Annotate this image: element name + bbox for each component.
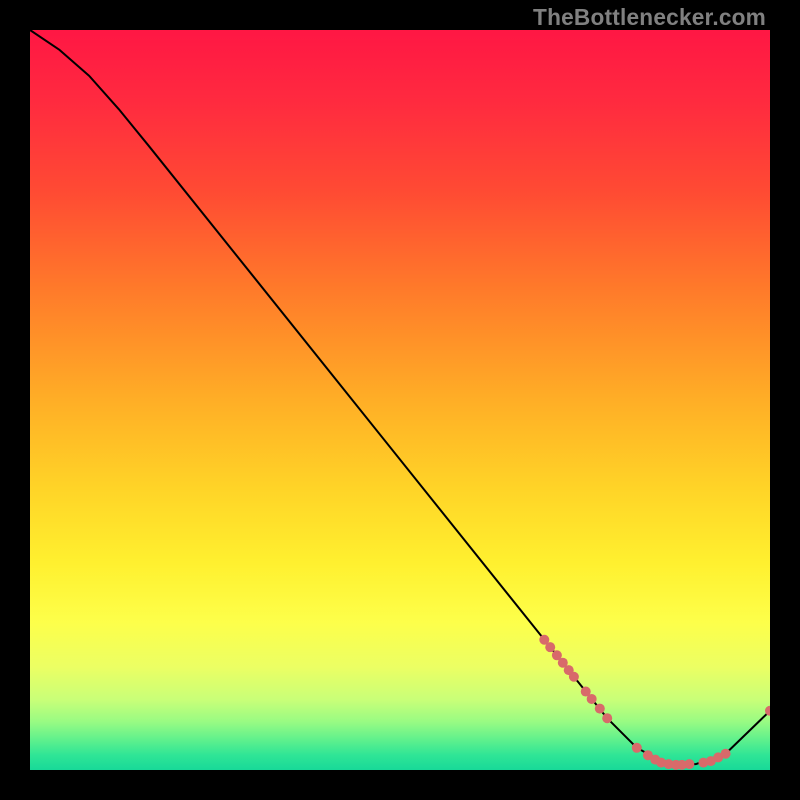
data-marker xyxy=(545,642,555,652)
watermark-text: TheBottlenecker.com xyxy=(533,4,766,31)
data-marker xyxy=(632,743,642,753)
chart-frame xyxy=(30,30,770,770)
data-marker xyxy=(602,713,612,723)
data-marker xyxy=(684,759,694,769)
data-marker xyxy=(721,749,731,759)
chart-svg xyxy=(30,30,770,770)
data-marker xyxy=(595,704,605,714)
chart-background xyxy=(30,30,770,770)
data-marker xyxy=(587,694,597,704)
data-marker xyxy=(569,672,579,682)
